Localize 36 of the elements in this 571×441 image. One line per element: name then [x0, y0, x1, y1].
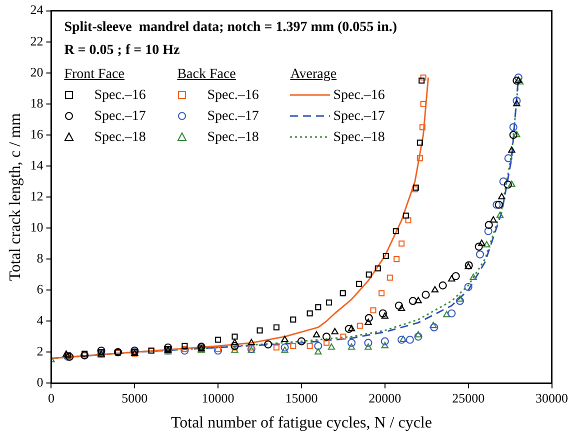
- text: Split-sleeve mandrel data; notch = 1.397 mm (0.055 in.): [64, 20, 398, 35]
- legend-label: Spec.–16: [333, 86, 385, 105]
- y-tick-label: 10: [30, 219, 44, 234]
- text: R = 0.05 ; f = 10 Hz: [64, 42, 180, 58]
- legend-label: Spec.–18: [94, 128, 146, 147]
- y-tick-label: 16: [30, 126, 44, 142]
- annotation: Average: [290, 66, 338, 84]
- legend-label: Spec.–17: [333, 108, 385, 126]
- y-tick-label: 0: [36, 374, 44, 390]
- y-tick-label: 22: [30, 33, 44, 48]
- legend-label: Spec.–16: [207, 86, 259, 105]
- y-tick-label: 14: [30, 157, 44, 172]
- x-tick-label: 5000: [122, 390, 148, 406]
- legend-label: Spec.–16: [94, 86, 146, 105]
- y-tick-label: 24: [30, 2, 44, 18]
- annotation: Front Face: [64, 66, 126, 84]
- x-tick-label: 30000: [536, 390, 568, 406]
- y-tick-label: 18: [30, 95, 44, 110]
- y-tick-label: 6: [36, 282, 44, 297]
- y-axis-title: Total crack length, c / mm: [6, 112, 24, 281]
- legend-label: Spec.–17: [207, 108, 259, 126]
- x-tick-label: 20000: [368, 390, 402, 406]
- legend-label: Spec.–18: [207, 128, 259, 147]
- legend-label: Spec.–18: [333, 128, 385, 147]
- x-axis-title: Total number of fatigue cycles, N / cycle: [170, 414, 432, 432]
- legend-label: Spec.–17: [94, 108, 146, 126]
- x-tick-label: 10000: [202, 390, 234, 406]
- y-tick-label: 12: [30, 188, 44, 204]
- annotation: Back Face: [177, 66, 237, 84]
- x-tick-label: 15000: [285, 390, 318, 406]
- y-tick-label: 4: [36, 312, 44, 328]
- x-tick-label: 25000: [452, 390, 485, 406]
- y-tick-label: 8: [36, 250, 44, 266]
- y-tick-label: 2: [36, 344, 44, 359]
- y-tick-label: 20: [30, 64, 44, 80]
- x-tick-label: 0: [48, 390, 54, 406]
